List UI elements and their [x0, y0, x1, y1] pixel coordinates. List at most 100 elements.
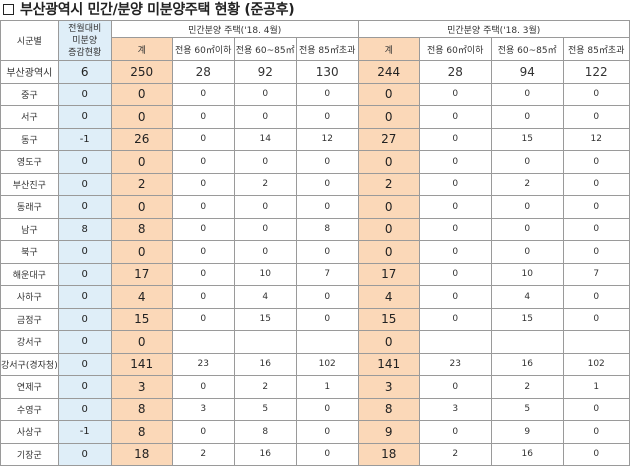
cell-current-total: 0: [110, 105, 173, 129]
cell-prev-total: 9: [357, 420, 420, 444]
cell-prev-over85: 0: [562, 217, 630, 241]
cell-prev-over85: 0: [562, 307, 630, 331]
cell-current-total: 3: [110, 375, 173, 399]
cell-increase: 0: [57, 375, 112, 399]
cell-prev-total: 15: [357, 307, 420, 331]
cell-prev-over85: 0: [562, 195, 630, 219]
cell-sigungu: 부산광역시: [0, 60, 59, 84]
cell-current-over85: 0: [295, 285, 359, 309]
cell-current-over85: 0: [295, 240, 359, 264]
cell-current-total: 0: [110, 195, 173, 219]
cell-current-under60: 0: [171, 307, 235, 331]
cell-prev-total: 2: [357, 172, 420, 196]
cell-current-over85: 0: [295, 397, 359, 421]
cell-prev-under60: 0: [418, 285, 492, 309]
cell-current-total: 8: [110, 420, 173, 444]
table-row: 해운대구 0 17 0 10 7 17 0 10 7: [0, 262, 630, 286]
cell-current-under60: 0: [171, 375, 235, 399]
table-row: 동구 -1 26 0 14 12 27 0 15 12: [0, 127, 630, 151]
cell-current-total: 0: [110, 330, 173, 354]
cell-increase: 0: [57, 240, 112, 264]
cell-prev-over85: 12: [562, 127, 630, 151]
cell-prev-total: 8: [357, 397, 420, 421]
cell-prev-total: 0: [357, 217, 420, 241]
cell-sigungu: 서구: [0, 105, 59, 129]
cell-prev-under60: 28: [418, 60, 492, 84]
cell-prev-total: 244: [357, 60, 420, 84]
cell-increase: -1: [57, 420, 112, 444]
cell-prev-under60: 0: [418, 82, 492, 106]
cell-current-total: 8: [110, 217, 173, 241]
cell-prev-over85: 122: [562, 60, 630, 84]
cell-prev-over85: 1: [562, 375, 630, 399]
cell-current-over85: 8: [295, 217, 359, 241]
cell-current-under60: 0: [171, 127, 235, 151]
header-prev-total: 계: [357, 37, 420, 61]
cell-current-total: 0: [110, 150, 173, 174]
cell-prev-over85: 0: [562, 420, 630, 444]
cell-current-under60: 2: [171, 442, 235, 466]
cell-current-over85: 0: [295, 82, 359, 106]
cell-current-under60: 0: [171, 217, 235, 241]
cell-current-60to85: 0: [233, 105, 297, 129]
cell-current-total: 0: [110, 82, 173, 106]
table-row: 기장군 0 18 2 16 0 18 2 16 0: [0, 442, 630, 466]
cell-prev-over85: 0: [562, 285, 630, 309]
cell-sigungu: 북구: [0, 240, 59, 264]
cell-prev-total: 4: [357, 285, 420, 309]
cell-prev-60to85: 9: [490, 420, 564, 444]
cell-increase: 0: [57, 262, 112, 286]
cell-prev-60to85: 0: [490, 105, 564, 129]
cell-increase: 0: [57, 442, 112, 466]
cell-current-60to85: 0: [233, 150, 297, 174]
cell-prev-60to85: 5: [490, 397, 564, 421]
cell-sigungu: 수영구: [0, 397, 59, 421]
cell-current-60to85: 0: [233, 82, 297, 106]
cell-increase: 0: [57, 105, 112, 129]
header-sigungu: 시군별: [0, 20, 59, 61]
cell-current-60to85: 8: [233, 420, 297, 444]
cell-increase: 8: [57, 217, 112, 241]
header-period-prev: 민간분양 주택('18. 3월): [357, 20, 630, 38]
cell-prev-under60: 0: [418, 375, 492, 399]
cell-prev-60to85: 0: [490, 240, 564, 264]
cell-current-60to85: 2: [233, 375, 297, 399]
cell-prev-under60: 0: [418, 195, 492, 219]
cell-sigungu: 연제구: [0, 375, 59, 399]
cell-current-60to85: 2: [233, 172, 297, 196]
cell-prev-60to85: 15: [490, 307, 564, 331]
table-row: 북구 0 0 0 0 0 0 0 0 0: [0, 240, 630, 264]
table-row: 사하구 0 4 0 4 0 4 0 4 0: [0, 285, 630, 309]
cell-increase: -1: [57, 127, 112, 151]
cell-current-total: 4: [110, 285, 173, 309]
cell-prev-total: 141: [357, 352, 420, 376]
cell-current-total: 8: [110, 397, 173, 421]
cell-current-under60: 3: [171, 397, 235, 421]
cell-current-60to85: 5: [233, 397, 297, 421]
cell-current-under60: 23: [171, 352, 235, 376]
cell-prev-under60: 0: [418, 240, 492, 264]
cell-sigungu: 해운대구: [0, 262, 59, 286]
cell-current-total: 250: [110, 60, 173, 84]
cell-increase: 0: [57, 285, 112, 309]
cell-prev-total: 0: [357, 82, 420, 106]
cell-current-over85: 0: [295, 307, 359, 331]
cell-prev-60to85: 10: [490, 262, 564, 286]
cell-current-over85: 12: [295, 127, 359, 151]
header-current-total: 계: [110, 37, 173, 61]
header-current-over85: 전용 85㎡초과: [295, 37, 359, 61]
cell-current-total: 0: [110, 240, 173, 264]
cell-prev-under60: 23: [418, 352, 492, 376]
cell-prev-60to85: 0: [490, 195, 564, 219]
cell-current-total: 2: [110, 172, 173, 196]
cell-prev-over85: 102: [562, 352, 630, 376]
cell-current-total: 141: [110, 352, 173, 376]
cell-current-over85: 1: [295, 375, 359, 399]
cell-prev-total: 0: [357, 330, 420, 354]
cell-sigungu: 강서구(경자청): [0, 352, 59, 376]
cell-current-over85: 0: [295, 172, 359, 196]
table-row: 수영구 0 8 3 5 0 8 3 5 0: [0, 397, 630, 421]
header-increase-line1: 전월대비: [68, 23, 102, 34]
cell-prev-under60: 0: [418, 127, 492, 151]
header-increase: 전월대비 미분양 증감현황: [57, 20, 112, 61]
